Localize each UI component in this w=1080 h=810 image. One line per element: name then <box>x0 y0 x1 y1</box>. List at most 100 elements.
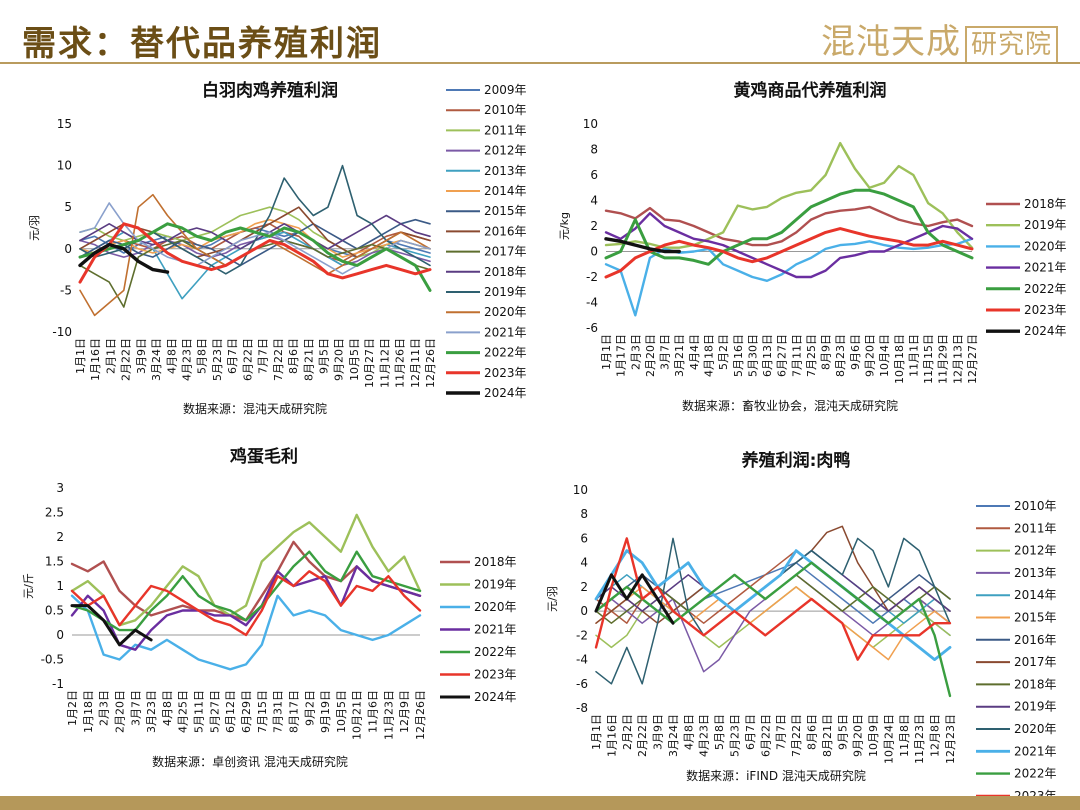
series-line <box>604 188 974 266</box>
y-tick-label: -6 <box>586 321 598 335</box>
x-tick-label: 12月27日 <box>966 334 979 384</box>
y-tick-label: -5 <box>60 283 72 297</box>
series-line <box>594 549 952 661</box>
legend-label: 2012年 <box>484 144 527 158</box>
chart-title: 白羽肉鸡养殖利润 <box>202 80 338 101</box>
x-tick-label: 12月9日 <box>398 690 411 733</box>
brand-logo: 混沌天成 研究院 <box>821 14 1058 64</box>
legend-label: 2010年 <box>484 103 527 117</box>
x-tick-label: 10月9日 <box>867 714 880 757</box>
x-tick-label: 8月21日 <box>821 714 834 757</box>
x-tick-label: 11月26日 <box>394 338 407 388</box>
x-tick-label: 4月8日 <box>682 714 695 750</box>
x-tick-label: 4月8日 <box>165 338 178 374</box>
x-tick-label: 5月16日 <box>732 334 745 377</box>
x-tick-label: 4月25日 <box>177 690 190 733</box>
x-tick-label: 4月23日 <box>181 338 194 381</box>
legend-label: 2011年 <box>1014 521 1057 535</box>
x-tick-label: 5月8日 <box>196 338 209 374</box>
legend-label: 2014年 <box>1014 588 1057 602</box>
series-line <box>70 513 422 627</box>
x-tick-label: 6月7日 <box>744 714 757 750</box>
x-tick-label: 11月23日 <box>913 714 926 764</box>
x-tick-label: 1月16日 <box>605 714 618 757</box>
x-tick-label: 6月13日 <box>761 334 774 377</box>
x-tick-label: 12月26日 <box>414 690 427 740</box>
x-tick-label: 9月6日 <box>849 334 862 370</box>
brand-box: 研究院 <box>964 26 1058 64</box>
series-line <box>594 561 952 698</box>
x-tick-label: 2月1日 <box>104 338 117 374</box>
y-tick-label: -4 <box>586 296 598 310</box>
x-tick-label: 12月11日 <box>409 338 422 388</box>
chart-duck-profit: 养殖利润:肉鸭 -8 -6 -4 -2 0 2 4 6 8 10 元/羽 1月1日 1月16日 2月2日 2月… <box>546 450 1057 803</box>
x-tick-label: 2月20日 <box>113 690 126 733</box>
legend-label: 2013年 <box>484 164 527 178</box>
x-tick-label: 9月5日 <box>317 338 330 374</box>
series-line <box>604 237 974 317</box>
x-tick-label: 7月22日 <box>272 338 285 381</box>
x-tick-label: 12月26日 <box>424 338 437 388</box>
series-line <box>70 550 422 632</box>
legend-label: 2013年 <box>1014 566 1057 580</box>
x-tick-label: 11月12日 <box>378 338 391 388</box>
x-tick-label: 11月29日 <box>937 334 950 384</box>
x-tick-label: 3月21日 <box>673 334 686 377</box>
series-line <box>594 537 952 661</box>
series-line <box>70 570 422 637</box>
x-tick-label: 5月30日 <box>746 334 759 377</box>
x-tick-label: 7月7日 <box>257 338 270 374</box>
legend-label: 2018年 <box>484 265 527 279</box>
y-tick-label: 5 <box>64 200 72 214</box>
x-tick-label: 1月1日 <box>74 338 87 374</box>
y-tick-label: -4 <box>576 653 588 667</box>
x-tick-label: 10月5日 <box>335 690 348 733</box>
x-tick-label: 2月22日 <box>120 338 133 381</box>
series-line <box>594 573 675 625</box>
x-tick-label: 7月31日 <box>272 690 285 733</box>
y-tick-label: 4 <box>580 556 588 570</box>
legend-label: 2014年 <box>484 184 527 198</box>
x-tick-label: 6月27日 <box>776 334 789 377</box>
brand-main: 混沌天成 <box>820 22 961 62</box>
series-line <box>604 141 974 249</box>
x-tick-label: 4月18日 <box>702 334 715 377</box>
y-axis-label: 元/kg <box>558 212 571 240</box>
x-tick-label: 3月7日 <box>659 334 672 370</box>
x-tick-label: 1月2日 <box>66 690 79 726</box>
x-tick-label: 10月24日 <box>882 714 895 764</box>
y-tick-label: 15 <box>57 117 72 131</box>
legend-label: 2022年 <box>474 645 517 659</box>
legend-label: 2021年 <box>474 623 517 637</box>
x-tick-label: 11月23日 <box>382 690 395 740</box>
y-tick-label: 6 <box>580 531 588 545</box>
y-tick-label: 1.5 <box>45 555 64 569</box>
y-tick-label: 10 <box>573 483 588 497</box>
x-tick-label: 8月6日 <box>287 338 300 374</box>
chart-title: 黄鸡商品代养殖利润 <box>734 80 887 101</box>
y-tick-label: 8 <box>590 143 598 157</box>
x-tick-label: 10月5日 <box>348 338 361 381</box>
x-tick-label: 6月29日 <box>240 690 253 733</box>
y-tick-label: -2 <box>586 270 598 284</box>
source-note: 数据来源：卓创资讯 混沌天成研究院 <box>152 754 348 769</box>
x-tick-label: 9月5日 <box>836 714 849 750</box>
legend-label: 2009年 <box>484 83 527 97</box>
x-tick-label: 4月23日 <box>698 714 711 757</box>
x-tick-label: 7月25日 <box>805 334 818 377</box>
legend-label: 2022年 <box>1014 767 1057 781</box>
source-note: 数据来源：混沌天成研究院 <box>183 401 327 416</box>
chart-title: 养殖利润:肉鸭 <box>741 450 851 471</box>
page-title: 需求：替代品养殖利润 <box>22 24 382 64</box>
legend-label: 2020年 <box>1014 722 1057 736</box>
y-tick-label: -6 <box>576 677 588 691</box>
series-line <box>70 540 422 622</box>
x-tick-label: 12月23日 <box>944 714 957 764</box>
source-note: 数据来源：iFIND 混沌天成研究院 <box>686 768 866 783</box>
legend-label: 2024年 <box>484 386 527 400</box>
legend-label: 2019年 <box>474 578 517 592</box>
x-tick-label: 9月2日 <box>303 690 316 726</box>
x-tick-label: 6月22日 <box>241 338 254 381</box>
y-tick-label: 0 <box>580 604 588 618</box>
legend-label: 2021年 <box>1014 744 1057 758</box>
